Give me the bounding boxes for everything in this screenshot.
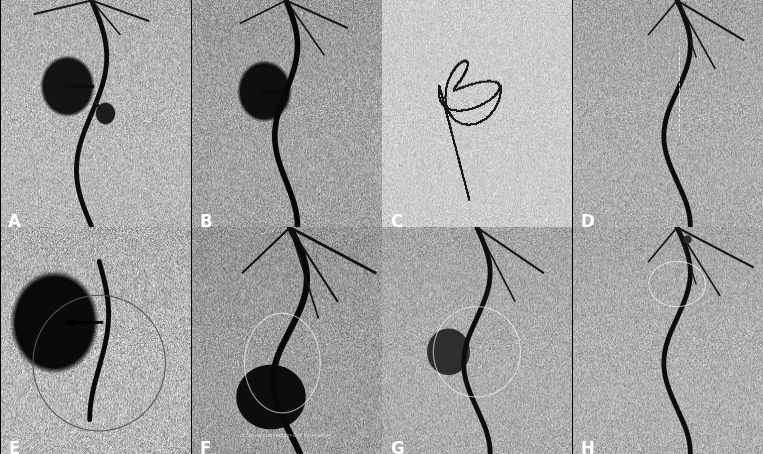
Polygon shape bbox=[237, 365, 305, 429]
Polygon shape bbox=[428, 329, 469, 375]
Text: B: B bbox=[199, 213, 211, 231]
Text: E: E bbox=[8, 440, 20, 454]
Text: of Neurointervention-Cell Association: of Neurointervention-Cell Association bbox=[240, 433, 332, 438]
Text: A: A bbox=[8, 213, 21, 231]
Text: H: H bbox=[581, 440, 594, 454]
Text: G: G bbox=[390, 440, 404, 454]
Text: C: C bbox=[390, 213, 402, 231]
Text: F: F bbox=[199, 440, 211, 454]
Text: D: D bbox=[581, 213, 594, 231]
